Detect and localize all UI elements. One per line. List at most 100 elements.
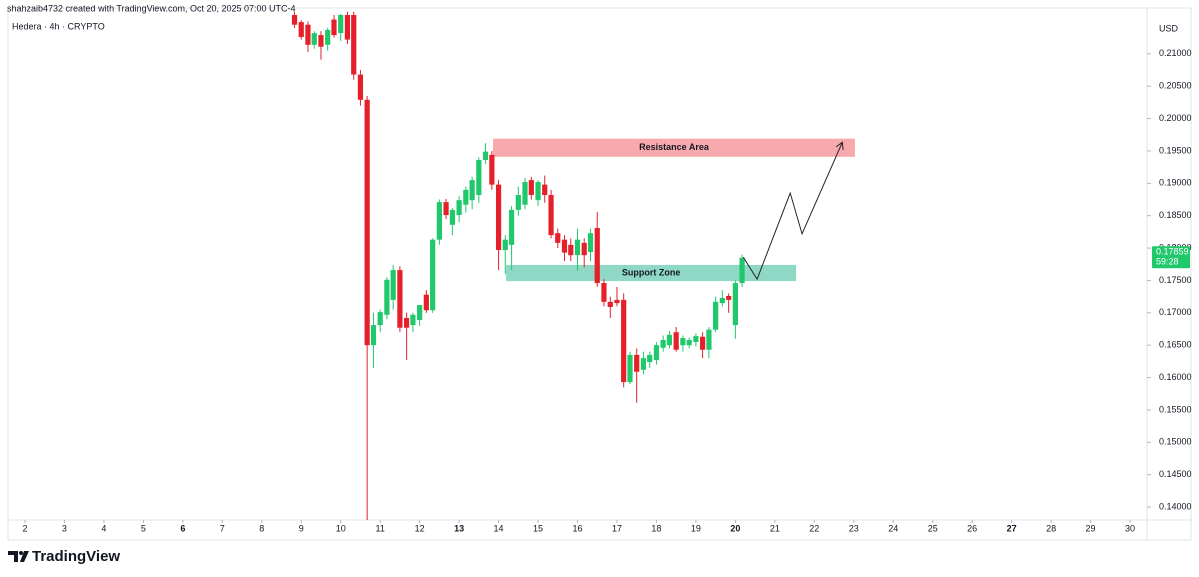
candle-body (430, 239, 436, 311)
x-tick-label: 17 (612, 523, 622, 533)
y-tick-label: 0.16000 (1159, 372, 1192, 382)
candle-body (384, 279, 390, 315)
candle-body (404, 318, 410, 328)
zone-label: Support Zone (622, 267, 681, 277)
y-tick-label: 0.21000 (1159, 48, 1192, 58)
candle-body (377, 312, 383, 326)
last-price-box (1152, 246, 1190, 269)
x-tick-label: 22 (809, 523, 819, 533)
candle-body (344, 15, 351, 40)
candle-body (627, 354, 633, 383)
candle-body (298, 22, 304, 38)
candle-body (390, 270, 396, 300)
last-price-label: 0.17859 (1156, 247, 1189, 257)
candle-body (502, 239, 508, 251)
x-tick-label: 4 (101, 523, 106, 533)
candle-body (693, 336, 699, 342)
symbol-info: Hedera · 4h · CRYPTO (12, 21, 105, 31)
candle-body (666, 334, 673, 346)
x-tick-label: 20 (730, 523, 740, 533)
x-tick-label: 23 (849, 523, 859, 533)
candle-body (410, 314, 416, 326)
candle-body (463, 189, 469, 205)
candle-body (542, 184, 548, 195)
candle-body (338, 15, 344, 34)
candle-body (495, 184, 502, 251)
brand-name: TradingView (32, 548, 120, 565)
x-tick-label: 10 (336, 523, 346, 533)
candle-body (732, 283, 738, 326)
x-tick-label: 26 (967, 523, 977, 533)
candle-body (621, 299, 627, 383)
x-tick-label: 3 (62, 523, 67, 533)
candle-body (601, 283, 607, 302)
x-tick-label: 29 (1086, 523, 1096, 533)
candle-body (673, 332, 679, 350)
candle-body (515, 194, 521, 210)
x-tick-label: 2 (22, 523, 27, 533)
candle-body (568, 244, 574, 256)
candle-body (561, 239, 568, 253)
x-tick-label: 11 (375, 523, 384, 533)
candle-body (587, 233, 594, 252)
candle-body (614, 299, 620, 304)
candle-body (548, 194, 554, 236)
y-tick-label: 0.15500 (1159, 404, 1192, 414)
candle-body (443, 202, 449, 216)
candle-body (456, 200, 462, 216)
x-tick-label: 21 (770, 523, 780, 533)
candle-body (528, 180, 534, 195)
candle-body (726, 295, 732, 300)
candle-body (640, 358, 647, 370)
candle-body (700, 336, 706, 350)
y-tick-label: 0.19000 (1159, 178, 1192, 188)
x-tick-label: 12 (415, 523, 425, 533)
candle-body (719, 297, 725, 304)
y-tick-label: 0.20000 (1159, 113, 1192, 123)
x-tick-label: 25 (928, 523, 938, 533)
x-tick-label: 19 (691, 523, 701, 533)
zone-label: Resistance Area (639, 142, 710, 152)
frame (7, 7, 1192, 541)
candle-body (653, 345, 660, 361)
candle-body (357, 74, 364, 100)
candle-body (647, 354, 653, 363)
candle-body (482, 151, 489, 161)
candle-body (634, 354, 640, 372)
candle-body (535, 182, 541, 201)
candle-body (686, 340, 692, 346)
candle-body (581, 242, 587, 256)
candle-body (291, 15, 298, 25)
y-tick-label: 0.14500 (1159, 469, 1192, 479)
candle-body (680, 338, 686, 346)
y-tick-label: 0.15000 (1159, 437, 1192, 447)
x-tick-label: 27 (1007, 523, 1017, 533)
candle-body (325, 29, 331, 45)
x-tick-label: 13 (454, 523, 464, 533)
candle-body (522, 182, 528, 205)
brand-logo: TradingView (8, 548, 120, 565)
currency: USD (1159, 23, 1179, 33)
candle-body (594, 228, 600, 284)
candle-body (423, 294, 429, 311)
candle-body (660, 340, 666, 348)
candle-body (417, 305, 423, 320)
candle-body (436, 202, 442, 240)
y-tick-label: 0.17500 (1159, 275, 1192, 285)
candle-body (739, 257, 745, 284)
y-tick-label: 0.19500 (1159, 145, 1192, 155)
x-tick-label: 28 (1046, 523, 1056, 533)
y-tick-label: 0.18500 (1159, 210, 1192, 220)
candle-body (469, 180, 475, 201)
candle-body (364, 99, 370, 346)
y-tick-label: 0.20500 (1159, 81, 1192, 91)
chart-title: shahzaib4732 created with TradingView.co… (7, 3, 296, 13)
y-tick-label: 0.16500 (1159, 340, 1192, 350)
x-tick-label: 8 (259, 523, 264, 533)
candle-body (476, 160, 482, 195)
y-tick-label: 0.17000 (1159, 307, 1192, 317)
zone (506, 264, 797, 282)
plot-area (291, 11, 855, 520)
